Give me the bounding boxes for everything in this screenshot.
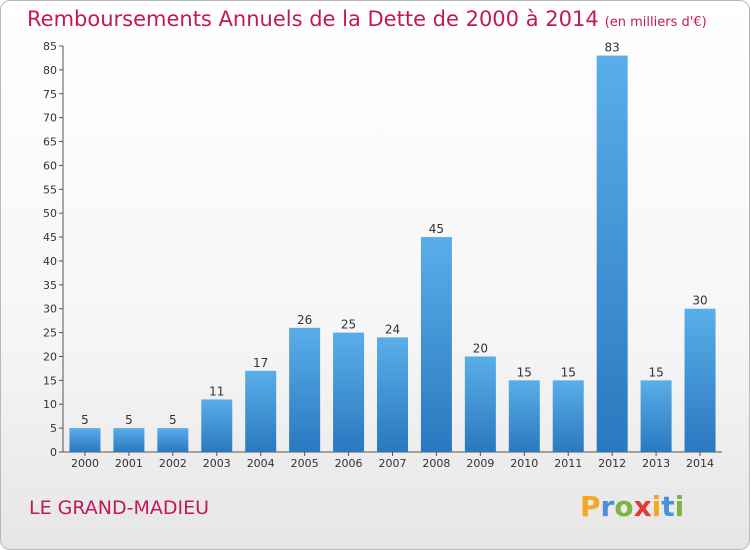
chart-unit: (en milliers d'€) (604, 15, 707, 30)
bar-2005 (289, 327, 321, 452)
y-tick-label: 25 (43, 327, 57, 340)
bar-2007 (377, 337, 408, 452)
y-tick-label: 70 (43, 112, 57, 125)
data-label-2014: 30 (692, 294, 707, 308)
x-tick-label-2010: 2010 (510, 457, 538, 470)
x-tick-label-2012: 2012 (598, 457, 626, 470)
y-tick-label: 65 (43, 136, 57, 149)
y-tick-label: 5 (50, 422, 57, 435)
bar-2012 (596, 55, 628, 452)
bar-2009 (464, 356, 496, 452)
data-label-2002: 5 (169, 413, 177, 427)
x-tick-label-2011: 2011 (554, 457, 582, 470)
y-tick-label: 10 (43, 398, 57, 411)
bar-2001 (113, 428, 145, 452)
data-label-2012: 83 (605, 41, 620, 55)
y-tick-label: 60 (43, 159, 57, 172)
x-tick-label-2004: 2004 (247, 457, 275, 470)
y-tick-label: 55 (43, 183, 57, 196)
y-tick-label: 80 (43, 64, 57, 77)
bar-2013 (640, 380, 672, 452)
x-tick-label-2008: 2008 (422, 457, 450, 470)
bar-2002 (157, 428, 189, 452)
bar-2004 (245, 370, 277, 452)
x-tick-label-2003: 2003 (203, 457, 231, 470)
logo-letter: i (674, 490, 685, 523)
bar-2003 (201, 399, 233, 452)
proxiti-logo: Proxiti (580, 490, 684, 523)
y-tick-label: 20 (43, 350, 57, 363)
data-label-2011: 15 (561, 365, 576, 379)
y-tick-label: 75 (43, 88, 57, 101)
commune-name: LE GRAND-MADIEU (29, 497, 210, 519)
x-tick-label-2000: 2000 (71, 457, 99, 470)
chart-title: Remboursements Annuels de la Dette de 20… (27, 7, 707, 31)
y-tick-label: 35 (43, 279, 57, 292)
x-tick-label-2009: 2009 (466, 457, 494, 470)
logo-letter: x (633, 490, 652, 523)
bar-2011 (552, 380, 584, 452)
y-tick-label: 15 (43, 374, 57, 387)
bar-2006 (333, 332, 365, 452)
data-label-2013: 15 (648, 365, 663, 379)
data-label-2001: 5 (125, 413, 133, 427)
logo-letter: t (661, 490, 675, 523)
data-label-2008: 45 (429, 222, 444, 236)
x-tick-label-2013: 2013 (642, 457, 670, 470)
x-tick-label-2006: 2006 (335, 457, 363, 470)
y-tick-label: 30 (43, 303, 57, 316)
data-label-2003: 11 (209, 384, 224, 398)
bar-2010 (508, 380, 540, 452)
logo-letter: o (614, 490, 634, 523)
x-tick-label-2002: 2002 (159, 457, 187, 470)
y-tick-label: 85 (43, 40, 57, 53)
data-label-2007: 24 (385, 322, 400, 336)
x-tick-label-2007: 2007 (379, 457, 407, 470)
bar-2014 (684, 308, 716, 452)
x-tick-label-2001: 2001 (115, 457, 143, 470)
data-label-2005: 26 (297, 313, 312, 327)
data-label-2000: 5 (81, 413, 89, 427)
x-tick-label-2005: 2005 (291, 457, 319, 470)
chart-title-text: Remboursements Annuels de la Dette de 20… (27, 7, 599, 31)
bar-2008 (420, 237, 452, 452)
y-tick-label: 50 (43, 207, 57, 220)
logo-letter: i (651, 490, 662, 523)
data-label-2010: 15 (517, 365, 532, 379)
logo-letter: r (600, 490, 615, 523)
data-label-2009: 20 (473, 341, 488, 355)
x-tick-label-2014: 2014 (686, 457, 714, 470)
y-tick-label: 40 (43, 255, 57, 268)
y-tick-label: 45 (43, 231, 57, 244)
y-tick-label: 0 (50, 446, 57, 459)
logo-letter: P (580, 490, 601, 523)
bar-2000 (69, 428, 101, 452)
data-label-2004: 17 (253, 356, 268, 370)
data-label-2006: 25 (341, 318, 356, 332)
